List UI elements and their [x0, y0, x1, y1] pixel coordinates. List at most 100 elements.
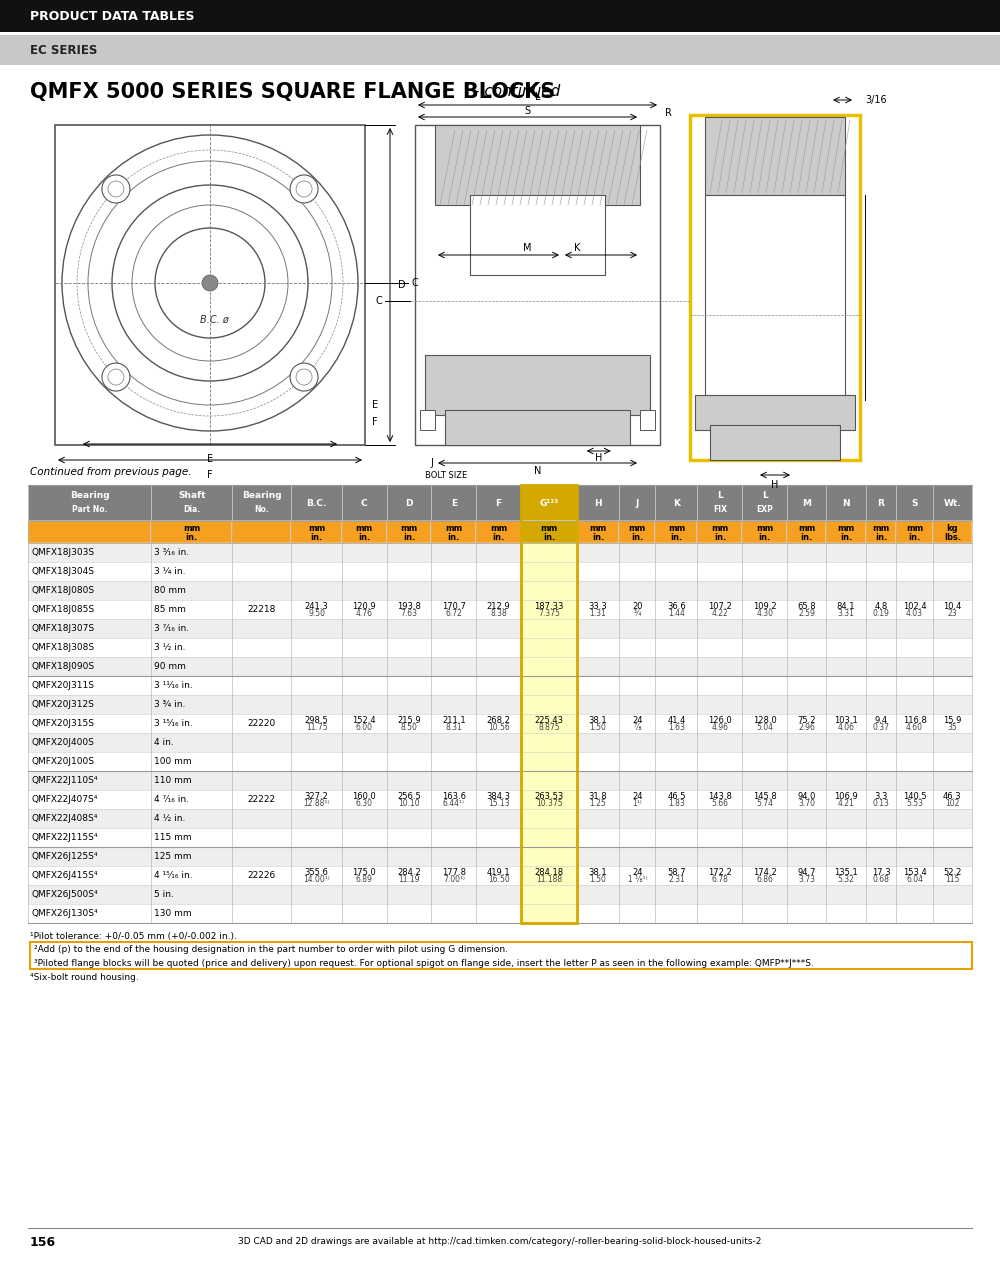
Text: QMFX22J407S⁴: QMFX22J407S⁴ — [31, 795, 97, 804]
Bar — [742, 485, 787, 521]
Bar — [521, 828, 577, 847]
Text: 24: 24 — [632, 868, 643, 877]
Bar — [151, 485, 232, 521]
Text: 5.04: 5.04 — [756, 723, 773, 732]
Text: 65.8: 65.8 — [797, 602, 816, 611]
Text: 120.9: 120.9 — [352, 602, 376, 611]
Bar — [28, 620, 972, 637]
Bar — [933, 485, 972, 521]
Bar — [521, 543, 577, 562]
Bar — [521, 600, 577, 620]
Bar — [690, 115, 860, 460]
Text: Shaft: Shaft — [178, 492, 206, 500]
Text: 46.3: 46.3 — [943, 791, 962, 800]
Text: K: K — [574, 243, 580, 253]
Bar — [28, 521, 972, 543]
Text: N: N — [534, 466, 541, 476]
Text: 103.1: 103.1 — [834, 716, 858, 724]
Bar — [476, 485, 521, 521]
Bar — [521, 676, 577, 695]
Text: in.: in. — [592, 532, 604, 541]
Text: 4.30: 4.30 — [756, 609, 773, 618]
Text: QMFX26J125S⁴: QMFX26J125S⁴ — [31, 852, 98, 861]
Text: 1.31: 1.31 — [590, 609, 606, 618]
Text: in.: in. — [310, 532, 323, 541]
Text: M: M — [523, 243, 531, 253]
Bar — [521, 581, 577, 600]
Text: in.: in. — [875, 532, 887, 541]
Circle shape — [102, 364, 130, 392]
Text: C: C — [361, 498, 367, 507]
Text: No.: No. — [255, 504, 269, 513]
Text: 193.8: 193.8 — [397, 602, 421, 611]
Text: 145.8: 145.8 — [753, 791, 777, 800]
Bar — [415, 125, 660, 445]
Text: in.: in. — [714, 532, 726, 541]
Bar — [445, 410, 630, 445]
Text: 90 mm: 90 mm — [154, 662, 186, 671]
Text: 256.5: 256.5 — [397, 791, 421, 800]
Bar — [742, 521, 787, 543]
Text: 156: 156 — [30, 1235, 56, 1248]
Text: 2.96: 2.96 — [798, 723, 815, 732]
Text: 102: 102 — [945, 799, 960, 808]
Text: 135.1: 135.1 — [834, 868, 858, 877]
Text: 33.3: 33.3 — [589, 602, 607, 611]
Bar — [431, 485, 476, 521]
Text: 1¹⁾: 1¹⁾ — [632, 799, 642, 808]
Text: ⁴Six-bolt round housing.: ⁴Six-bolt round housing. — [30, 973, 139, 982]
Text: 3 ¹⁵⁄₁₆ in.: 3 ¹⁵⁄₁₆ in. — [154, 719, 193, 728]
Text: – continued: – continued — [467, 84, 560, 100]
Text: 6.89: 6.89 — [356, 876, 373, 884]
Text: 15.13: 15.13 — [488, 799, 509, 808]
Text: 160.0: 160.0 — [352, 791, 376, 800]
Bar — [232, 521, 291, 543]
Bar — [896, 485, 933, 521]
Bar — [431, 521, 476, 543]
Text: 115 mm: 115 mm — [154, 833, 192, 842]
Text: 3 ⁷⁄₁₆ in.: 3 ⁷⁄₁₆ in. — [154, 623, 189, 634]
Text: 3.73: 3.73 — [798, 876, 815, 884]
Text: 0.37: 0.37 — [872, 723, 889, 732]
Text: J: J — [636, 498, 639, 507]
Text: 107.2: 107.2 — [708, 602, 732, 611]
Bar — [28, 657, 972, 676]
Text: 5 in.: 5 in. — [154, 890, 174, 899]
Text: 5.66: 5.66 — [711, 799, 728, 808]
Bar — [28, 733, 972, 751]
Text: 2.59: 2.59 — [798, 609, 815, 618]
Bar — [476, 521, 521, 543]
Text: 125 mm: 125 mm — [154, 852, 192, 861]
Text: in.: in. — [358, 532, 370, 541]
Text: Bearing: Bearing — [242, 492, 282, 500]
Bar — [28, 771, 972, 790]
Text: 4.22: 4.22 — [712, 609, 728, 618]
Text: 241.3: 241.3 — [305, 602, 328, 611]
Text: 8.875: 8.875 — [538, 723, 560, 732]
Text: 143.8: 143.8 — [708, 791, 732, 800]
Text: 58.7: 58.7 — [667, 868, 686, 877]
Text: 1.25: 1.25 — [590, 799, 606, 808]
Bar — [521, 714, 577, 733]
Bar — [866, 521, 896, 543]
Circle shape — [102, 175, 130, 204]
Text: 5.74: 5.74 — [756, 799, 773, 808]
Text: 35: 35 — [948, 723, 957, 732]
Text: L: L — [535, 92, 540, 102]
Circle shape — [296, 180, 312, 197]
Text: QMFX18J304S: QMFX18J304S — [31, 567, 94, 576]
Text: E: E — [451, 498, 457, 507]
Text: H: H — [771, 480, 779, 490]
Text: QMFX18J085S: QMFX18J085S — [31, 605, 94, 614]
Text: in.: in. — [908, 532, 921, 541]
Bar — [28, 581, 972, 600]
Bar — [28, 714, 972, 733]
Bar — [521, 847, 577, 867]
Text: 163.6: 163.6 — [442, 791, 466, 800]
Text: 130 mm: 130 mm — [154, 909, 192, 918]
Text: F: F — [372, 417, 378, 428]
Text: 0.68: 0.68 — [873, 876, 889, 884]
Bar — [705, 116, 845, 195]
Bar — [0, 0, 1000, 32]
Text: 225.43: 225.43 — [535, 716, 564, 724]
